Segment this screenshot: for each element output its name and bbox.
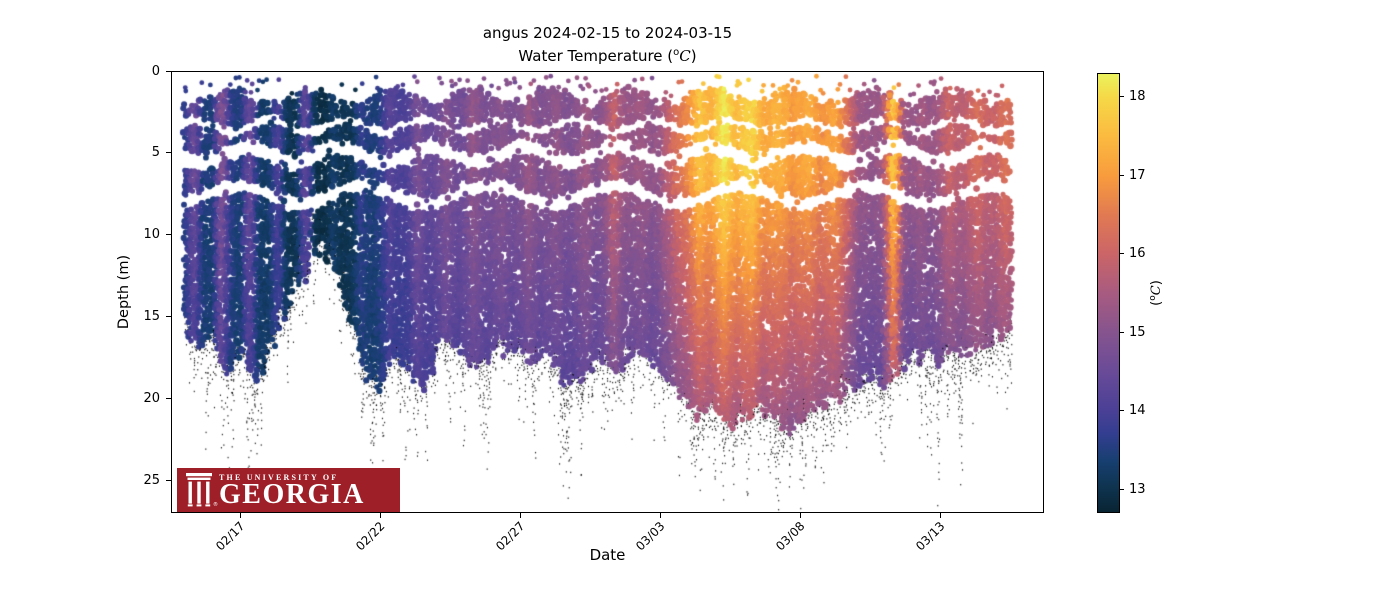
x-axis-label: Date bbox=[589, 546, 626, 564]
x-tick-mark bbox=[660, 513, 661, 518]
colorbar-tick-mark bbox=[1120, 488, 1124, 490]
colorbar-tick-label: 15 bbox=[1129, 324, 1146, 340]
uga-logo-line2: GEORGIA bbox=[219, 478, 365, 510]
plot-title: angus 2024-02-15 to 2024-03-15 bbox=[482, 24, 733, 42]
plot-subtitle: Water Temperature (oC) bbox=[518, 47, 697, 65]
colorbar-tick-label: 18 bbox=[1129, 89, 1146, 105]
y-tick-label: 25 bbox=[143, 472, 160, 488]
colorbar-tick-mark bbox=[1120, 174, 1124, 176]
y-tick-mark bbox=[166, 315, 171, 317]
x-tick-mark bbox=[240, 513, 241, 518]
y-tick-mark bbox=[166, 70, 171, 72]
y-tick-label: 0 bbox=[151, 63, 160, 79]
uga-logo: ® THE UNIVERSITY OF GEORGIA bbox=[177, 468, 400, 512]
uga-logo-text: THE UNIVERSITY OF GEORGIA bbox=[219, 472, 365, 510]
plot-area bbox=[171, 71, 1044, 513]
colorbar-tick-mark bbox=[1120, 410, 1124, 412]
colorbar-tick-label: 14 bbox=[1129, 403, 1146, 419]
colorbar-tick-label: 13 bbox=[1129, 481, 1146, 497]
colorbar-tick-label: 17 bbox=[1129, 167, 1146, 183]
colorbar bbox=[1097, 73, 1120, 513]
x-tick-mark bbox=[940, 513, 941, 518]
y-tick-mark bbox=[166, 152, 171, 154]
y-tick-mark bbox=[166, 234, 171, 236]
colorbar-tick-mark bbox=[1120, 253, 1124, 255]
y-tick-label: 15 bbox=[143, 308, 160, 324]
colorbar-tick-mark bbox=[1120, 331, 1124, 333]
y-tick-mark bbox=[166, 479, 171, 481]
registered-mark: ® bbox=[213, 502, 218, 508]
x-tick-mark bbox=[380, 513, 381, 518]
uga-logo-line1: THE UNIVERSITY OF bbox=[219, 472, 339, 482]
colorbar-tick-label: 16 bbox=[1129, 246, 1146, 262]
colorbar-label: (oC) bbox=[1147, 280, 1165, 306]
colorbar-tick-mark bbox=[1120, 96, 1124, 98]
y-tick-label: 10 bbox=[143, 227, 160, 243]
y-tick-label: 5 bbox=[151, 145, 160, 161]
x-tick-mark bbox=[800, 513, 801, 518]
uga-arch-icon bbox=[186, 473, 212, 507]
x-tick-mark bbox=[520, 513, 521, 518]
y-tick-label: 20 bbox=[143, 390, 160, 406]
y-tick-mark bbox=[166, 397, 171, 399]
scatter-canvas bbox=[172, 72, 1043, 512]
